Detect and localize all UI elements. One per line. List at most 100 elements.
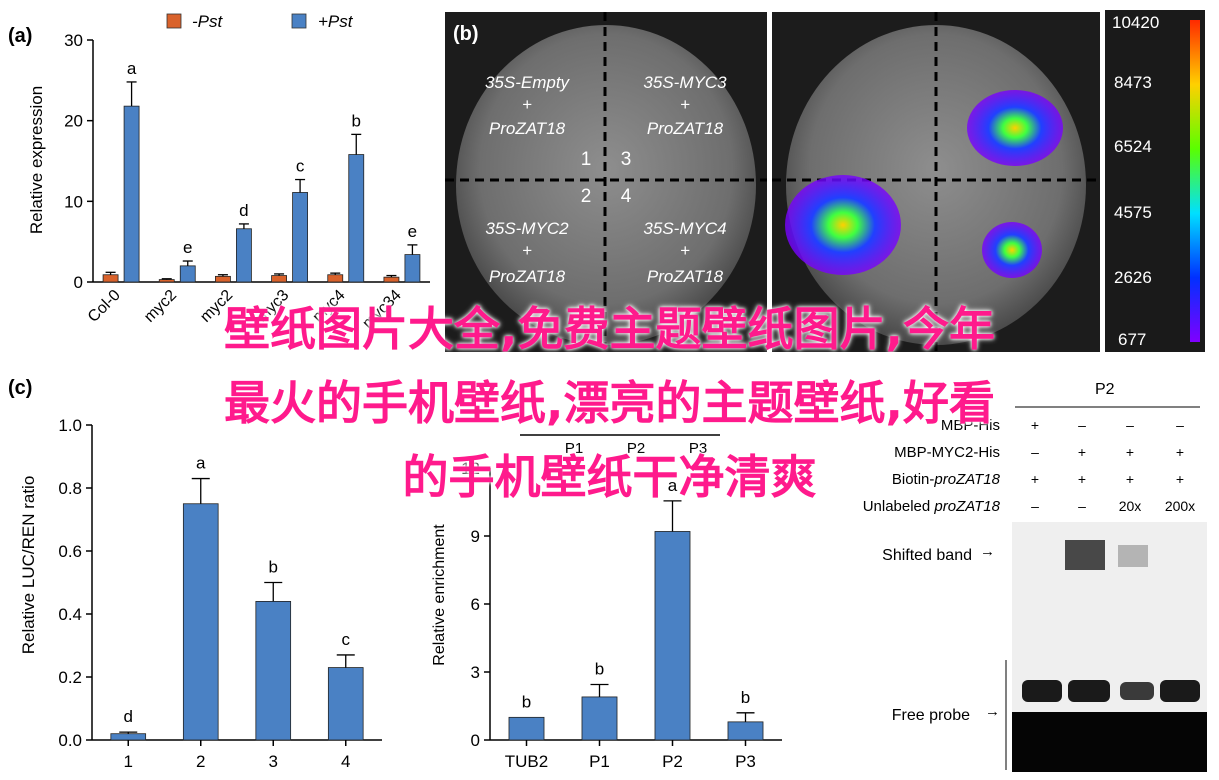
bar-c2 [654, 531, 691, 741]
probe-band-lane1 [1022, 680, 1062, 702]
x-tick-label-c: 1 [124, 752, 133, 771]
emsa-cell: – [1126, 417, 1134, 433]
emsa-cell: – [1031, 498, 1039, 514]
y-tick-label-c: 0.6 [58, 542, 82, 561]
significance-letter-c: c [342, 630, 351, 649]
emsa-cell: – [1078, 498, 1086, 514]
y-tick-label-c2: 9 [471, 527, 480, 546]
emsa-cell: + [1126, 471, 1134, 487]
emsa-row-label-mbp-myc2-his: MBP-MYC2-His [894, 444, 1000, 461]
y-tick-label-c2: 0 [471, 731, 480, 750]
x-tick-label-c: 4 [341, 752, 350, 771]
legend-swatch-plus-pst [291, 13, 307, 29]
y-axis-title-a: Relative expression [27, 86, 46, 234]
scale-label-10420: 10420 [1112, 13, 1159, 32]
emsa-cell: + [1078, 471, 1086, 487]
significance-letter-c: b [269, 558, 278, 577]
legend-label-plus-pst: +Pst [318, 12, 354, 31]
signal-blob-myc2 [785, 175, 901, 275]
emsa-cell: – [1031, 444, 1039, 460]
promoter-label-p1: P1 [565, 440, 583, 457]
promoter-label-p2: P2 [627, 440, 645, 457]
x-tick-label-c2: P1 [589, 752, 610, 771]
legend-label-minus-pst: -Pst [192, 12, 224, 31]
x-tick-label-c2: P3 [735, 752, 756, 771]
quadrant-2-line3: ProZAT18 [647, 119, 724, 138]
y-tick-label-c2: 3 [471, 663, 480, 682]
panel-b-label: (b) [453, 23, 479, 45]
emsa-cell: – [1078, 417, 1086, 433]
promoter-label-p3: P3 [689, 440, 707, 457]
emsa-row-label-unlabeled: Unlabeled proZAT18 [863, 498, 1001, 515]
y-tick-label-c: 0.0 [58, 731, 82, 750]
free-probe-arrow: → [985, 703, 1000, 720]
y-tick-label-a: 20 [64, 112, 83, 131]
quadrant-3-line2: + [522, 241, 532, 260]
signal-blob-myc4 [982, 222, 1042, 278]
quadrant-4-line1: 35S-MYC4 [643, 219, 726, 238]
quadrant-2-line2: + [680, 95, 690, 114]
emsa-cell: 200x [1165, 498, 1195, 514]
scale-label-2626: 2626 [1114, 268, 1152, 287]
significance-letter-c: a [196, 454, 206, 473]
quadrant-3-line3: ProZAT18 [489, 267, 566, 286]
free-probe-label: Free probe [892, 707, 970, 724]
significance-letter-a: d [239, 201, 248, 220]
x-tick-label-c: 2 [196, 752, 205, 771]
quadrant-number-2: 2 [581, 186, 592, 207]
intensity-scale-panel [1105, 10, 1205, 352]
y-tick-label-c: 1.0 [58, 416, 82, 435]
panel-a-label: (a) [8, 25, 32, 47]
significance-letter-c2: b [522, 692, 531, 711]
emsa-row-label-mbp-his: MBP-His [941, 417, 1000, 434]
scale-label-677: 677 [1118, 330, 1146, 349]
y-tick-label-c2: 12 [461, 459, 480, 478]
significance-letter-a: e [408, 222, 417, 241]
y-tick-label-c: 0.8 [58, 479, 82, 498]
y-tick-label-c2: 6 [471, 595, 480, 614]
significance-letter-a: b [352, 111, 361, 130]
emsa-cell: + [1176, 444, 1184, 460]
quadrant-4-line3: ProZAT18 [647, 267, 724, 286]
significance-letter-c2: a [668, 476, 678, 495]
panel-c-label: (c) [8, 377, 32, 399]
bar-c2 [581, 696, 618, 741]
scale-label-4575: 4575 [1114, 203, 1152, 222]
bar-c [182, 503, 219, 741]
y-axis-title-c2: Relative enrichment [431, 524, 448, 666]
quadrant-2-line1: 35S-MYC3 [643, 73, 727, 92]
watermark-line-3: 的手机壁纸干净清爽 [402, 450, 817, 504]
significance-letter-c2: b [595, 659, 604, 678]
x-tick-label-c: 3 [269, 752, 278, 771]
emsa-cell: 20x [1119, 498, 1142, 514]
emsa-cell: + [1031, 471, 1039, 487]
significance-letter-a: a [127, 59, 137, 78]
emsa-row-label-biotin: Biotin-proZAT18 [892, 471, 1001, 488]
emsa-cell: – [1176, 417, 1184, 433]
legend: -Pst +Pst [166, 12, 354, 31]
y-tick-label-c: 0.2 [58, 668, 82, 687]
emsa-cell: + [1176, 471, 1184, 487]
bar-c [255, 601, 292, 741]
scale-label-6524: 6524 [1114, 137, 1152, 156]
shifted-band-label: Shifted band [882, 547, 972, 564]
shifted-band-arrow: → [980, 543, 995, 560]
y-tick-label-a: 30 [64, 31, 83, 50]
y-tick-label-a: 10 [64, 192, 83, 211]
significance-letter-a: e [183, 238, 192, 257]
emsa-header-p2: P2 [1095, 381, 1115, 398]
quadrant-number-3: 3 [621, 149, 632, 170]
quadrant-1-line2: + [522, 95, 532, 114]
x-tick-label-c2: TUB2 [505, 752, 548, 771]
free-probe-region [1012, 712, 1207, 772]
probe-band-lane3 [1120, 682, 1154, 700]
intensity-color-bar [1190, 20, 1200, 342]
significance-letter-a: c [296, 157, 305, 176]
probe-band-lane4 [1160, 680, 1200, 702]
quadrant-1-line1: 35S-Empty [485, 73, 571, 92]
y-tick-label-a: 0 [74, 273, 83, 292]
